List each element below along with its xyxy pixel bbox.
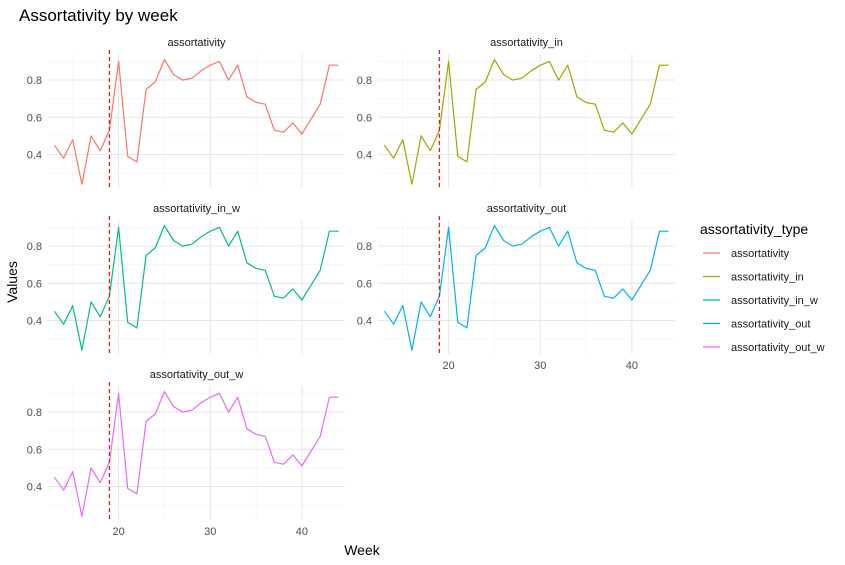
y-tick-label: 0.4 [27,316,42,328]
y-tick-label: 0.4 [27,150,42,162]
y-tick-label: 0.6 [27,112,42,124]
x-tick-label: 30 [534,360,546,372]
facet-panel-assortativity_in_w: assortativity_in_w 0.4 0.6 0.8 [27,203,345,354]
facet-strip-label: assortativity_out_w [150,369,244,381]
x-tick-label: 40 [296,526,308,538]
facet-strip-label: assortativity_in [490,37,563,49]
facet-panel-assortativity_out_w: assortativity_out_w 0.4 0.6 0.8 20 30 40 [27,369,345,538]
y-tick-label: 0.6 [357,112,372,124]
y-tick-label: 0.4 [27,482,42,494]
series-line-assortativity [53,58,339,185]
legend: assortativity_type assortativity assortat… [700,221,825,354]
legend-label: assortativity_in [731,272,804,284]
facet-strip-label: assortativity_in_w [153,203,240,215]
y-tick-label: 0.8 [357,75,372,87]
y-axis-title: Values [4,261,20,303]
series-line-assortativity_in [383,58,669,185]
facet-panel-assortativity_out: assortativity_out 0.4 0.6 0.8 20 30 40 [357,203,675,372]
series-line-assortativity_out [383,225,669,351]
y-tick-label: 0.4 [357,150,372,162]
y-tick-label: 0.8 [27,407,42,419]
facet-strip-label: assortativity [167,37,226,49]
y-tick-label: 0.8 [27,75,42,87]
y-tick-label: 0.6 [357,278,372,290]
legend-item-assortativity_out: assortativity_out [703,319,810,331]
chart-title: Assortativity by week [19,6,178,25]
y-tick-label: 0.6 [27,444,42,456]
legend-item-assortativity_in: assortativity_in [703,272,804,284]
facet-panels: assortativity 0.4 0.6 0.8 assortativity_in 0.… [27,37,675,538]
x-tick-label: 20 [112,526,124,538]
y-tick-label: 0.8 [357,241,372,253]
y-tick-label: 0.4 [357,316,372,328]
y-tick-label: 0.8 [27,241,42,253]
x-axis-title: Week [344,542,381,558]
legend-item-assortativity_out_w: assortativity_out_w [703,342,825,354]
facet-panel-assortativity_in: assortativity_in 0.4 0.6 0.8 [357,37,675,188]
series-line-assortativity_out_w [53,391,339,517]
facet-strip-label: assortativity_out [487,203,566,215]
x-tick-label: 40 [626,360,638,372]
legend-label: assortativity_in_w [731,295,818,307]
series-line-assortativity_in_w [53,225,339,351]
y-tick-label: 0.6 [27,278,42,290]
legend-item-assortativity: assortativity [703,248,790,260]
x-tick-label: 30 [204,526,216,538]
legend-label: assortativity_out [731,319,810,331]
legend-label: assortativity [731,248,790,260]
x-tick-label: 20 [442,360,454,372]
facet-panel-assortativity: assortativity 0.4 0.6 0.8 [27,37,345,188]
legend-title: assortativity_type [700,221,808,237]
legend-label: assortativity_out_w [731,342,825,354]
legend-item-assortativity_in_w: assortativity_in_w [703,295,818,307]
